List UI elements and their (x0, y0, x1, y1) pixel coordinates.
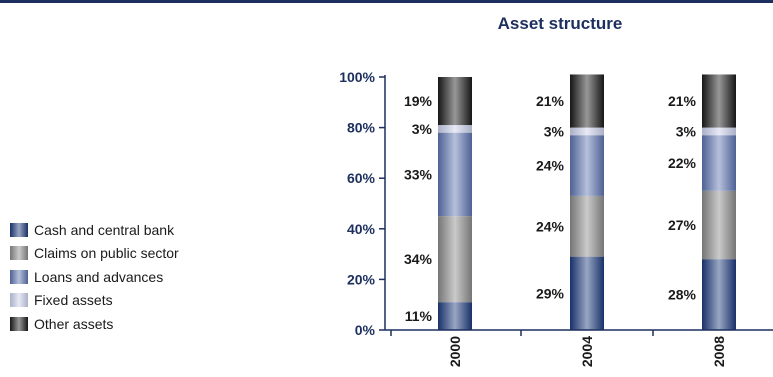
y-tick-label: 0% (355, 322, 376, 338)
data-label: 34% (404, 251, 433, 267)
bar-segment (570, 74, 604, 128)
legend-item: Claims on public sector (10, 242, 179, 266)
y-tick-label: 20% (347, 271, 376, 287)
legend-swatch (10, 246, 28, 261)
legend-item: Fixed assets (10, 289, 179, 313)
bar-segment (702, 135, 736, 191)
bar-segment (570, 127, 604, 136)
data-label: 24% (536, 158, 565, 174)
data-label: 29% (536, 285, 565, 301)
legend-label: Claims on public sector (34, 245, 179, 262)
bar-segment (702, 190, 736, 260)
bar-segment (438, 132, 472, 217)
bar-segment (438, 125, 472, 133)
x-tick-label: 2004 (579, 336, 595, 367)
legend-label: Other assets (34, 315, 114, 332)
y-tick-label: 40% (347, 221, 376, 237)
bar-segment (570, 195, 604, 257)
y-tick-label: 100% (339, 69, 375, 85)
legend-swatch (10, 269, 28, 284)
x-tick-label: 2000 (447, 336, 463, 367)
y-tick-label: 80% (347, 120, 376, 136)
legend-item: Cash and central bank (10, 218, 179, 242)
legend-item: Other assets (10, 312, 179, 336)
data-label: 19% (404, 93, 433, 109)
chart-title: Asset structure (497, 14, 623, 33)
legend-swatch (10, 316, 28, 331)
legend-swatch (10, 222, 28, 237)
x-tick-label: 2008 (711, 336, 727, 367)
data-label: 3% (676, 123, 697, 139)
data-label: 3% (412, 121, 433, 137)
data-label: 33% (404, 166, 433, 182)
data-label: 27% (668, 217, 697, 233)
top-rule (0, 0, 773, 3)
bar-segment (438, 77, 472, 126)
legend-item: Loans and advances (10, 265, 179, 289)
bar-segment (570, 256, 604, 330)
legend-swatch (10, 293, 28, 308)
data-label: 22% (668, 155, 697, 171)
legend: Cash and central bank Claims on public se… (10, 218, 179, 336)
data-label: 21% (668, 93, 697, 109)
data-label: 11% (405, 308, 433, 324)
bar-segment (702, 127, 736, 136)
legend-label: Fixed assets (34, 292, 113, 309)
legend-label: Cash and central bank (34, 221, 175, 238)
legend-label: Loans and advances (34, 268, 164, 285)
data-label: 21% (536, 93, 565, 109)
bar-segment (702, 74, 736, 128)
data-label: 3% (544, 123, 565, 139)
bar-segment (438, 302, 472, 330)
bar-segment (570, 135, 604, 196)
y-tick-label: 60% (347, 170, 376, 186)
data-label: 24% (536, 218, 565, 234)
bar-segment (702, 259, 736, 330)
data-label: 28% (668, 287, 697, 303)
bar-segment (438, 216, 472, 303)
